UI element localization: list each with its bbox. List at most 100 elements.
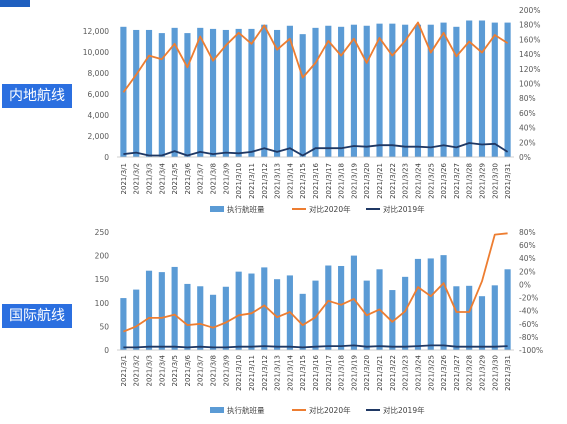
bar (389, 23, 396, 158)
x-tick-label: 2021/3/13 (274, 355, 282, 391)
series-line (122, 21, 509, 93)
x-tick-label: 2021/3/8 (210, 163, 218, 194)
x-tick-label: 2021/3/18 (338, 355, 346, 391)
y-right-tick-label: 180% (519, 21, 540, 30)
legend-label: 对比2019年 (383, 204, 425, 214)
y-right-tick-label: 120% (519, 65, 540, 74)
bar (209, 28, 217, 158)
x-tick-label: 2021/3/3 (146, 163, 154, 194)
y-left-tick-label: 250 (95, 228, 110, 237)
x-tick-label: 2021/3/22 (389, 163, 397, 199)
bar (209, 294, 217, 350)
y-right-tick-label: 40% (519, 124, 536, 133)
legend-swatch-bar (210, 407, 224, 413)
x-tick-label: 2021/3/14 (286, 354, 294, 390)
bar (145, 270, 153, 350)
y-right-tick-label: 80% (519, 228, 536, 237)
y-right-tick-label: 20% (519, 138, 536, 147)
bar (427, 24, 434, 158)
x-tick-label: 2021/3/6 (184, 162, 192, 194)
bar (350, 24, 357, 158)
y-right-tick-label: 20% (519, 267, 536, 276)
y-right-tick-label: -60% (519, 320, 538, 329)
y-left-tick-label: 10,000 (83, 48, 109, 57)
x-tick-label: 2021/3/23 (402, 163, 410, 199)
bar (414, 258, 422, 350)
y-left-tick-label: 150 (95, 275, 110, 284)
x-tick-label: 2021/3/4 (158, 162, 166, 194)
legend-label: 执行航班量 (227, 405, 265, 415)
x-tick-label: 2021/3/29 (478, 355, 486, 391)
bar (491, 22, 498, 157)
bar (363, 25, 370, 157)
y-right-tick-label: 140% (519, 50, 540, 59)
y-left-tick-label: 6,000 (88, 90, 110, 99)
x-tick-label: 2021/3/7 (197, 163, 205, 194)
bar (389, 290, 396, 350)
x-tick-label: 2021/3/16 (312, 354, 320, 390)
x-tick-label: 2021/3/4 (158, 354, 166, 386)
chart-panel-0: 0 2,000 4,000 6,000 8,000 10,000 12,000 0% 20% 40… (83, 6, 541, 214)
y-left-tick-label: 200 (95, 252, 110, 261)
bar (222, 29, 229, 158)
bar (171, 266, 178, 350)
y-right-tick-label: 60% (519, 109, 536, 118)
x-tick-label: 2021/3/24 (414, 354, 422, 390)
bar (466, 285, 473, 350)
x-tick-label: 2021/3/11 (248, 355, 256, 391)
x-tick-label: 2021/3/23 (402, 355, 410, 391)
bar (440, 22, 447, 157)
bar (184, 283, 191, 350)
bar (274, 29, 281, 158)
x-tick-label: 2021/3/18 (338, 163, 346, 199)
x-tick-label: 2021/3/30 (491, 163, 499, 199)
bar (197, 27, 204, 157)
x-tick-label: 2021/3/15 (299, 355, 307, 391)
x-tick-label: 2021/3/3 (146, 355, 154, 386)
x-tick-label: 2021/3/26 (440, 162, 448, 198)
y-left-tick-label: 0 (104, 346, 109, 355)
bar (414, 24, 422, 158)
bar (312, 27, 319, 157)
x-tick-label: 2021/3/5 (171, 355, 179, 386)
x-tick-label: 2021/3/21 (376, 163, 384, 199)
panel-label-domestic: 内地航线 (2, 84, 72, 108)
x-tick-label: 2021/3/12 (261, 163, 269, 199)
y-right-tick-label: -20% (519, 294, 538, 303)
bar (299, 34, 306, 157)
bar (338, 265, 345, 350)
bar (376, 23, 383, 158)
bar (466, 20, 473, 157)
x-tick-label: 2021/3/15 (299, 163, 307, 199)
x-tick-label: 2021/3/16 (312, 162, 320, 198)
x-tick-label: 2021/3/20 (363, 355, 371, 391)
y-left-tick-label: 0 (104, 153, 109, 162)
bar (145, 29, 153, 158)
x-tick-label: 2021/3/28 (466, 163, 474, 199)
bar (235, 28, 242, 158)
chart-panel-1: 0 50 100 150 200 250 -100% -80% -60% -40% -20% 0% 20… (95, 228, 543, 415)
x-tick-label: 2021/3/27 (453, 163, 461, 199)
x-tick-label: 2021/3/7 (197, 355, 205, 386)
x-tick-label: 2021/3/6 (184, 354, 192, 386)
x-tick-label: 2021/3/9 (222, 355, 230, 386)
bar (158, 33, 165, 157)
x-tick-label: 2021/3/1 (120, 355, 128, 386)
legend-label: 对比2019年 (383, 405, 425, 415)
x-tick-label: 2021/3/1 (120, 163, 128, 194)
x-tick-label: 2021/3/9 (222, 163, 230, 194)
bar (504, 269, 511, 350)
x-tick-label: 2021/3/11 (248, 163, 256, 199)
y-right-tick-label: 200% (519, 6, 540, 15)
bar (184, 33, 191, 157)
bar (478, 20, 486, 157)
bar (325, 25, 332, 157)
panel-label-international: 国际航线 (2, 304, 72, 328)
bar (158, 272, 165, 350)
bar (248, 28, 255, 158)
x-tick-label: 2021/3/19 (350, 163, 358, 199)
legend-label: 执行航班量 (227, 204, 265, 214)
x-tick-label: 2021/3/27 (453, 355, 461, 391)
bar (350, 255, 357, 350)
y-right-tick-label: -80% (519, 333, 538, 342)
